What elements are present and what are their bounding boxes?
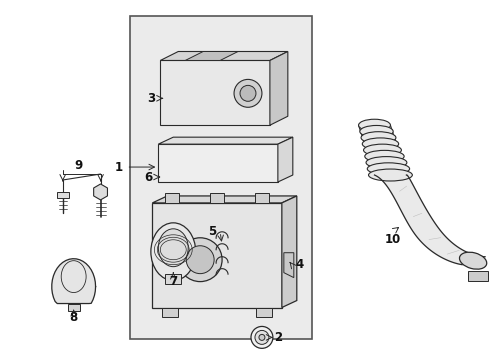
Bar (130, 15, 312, 339)
Circle shape (234, 80, 262, 107)
Polygon shape (158, 144, 278, 182)
Text: 2: 2 (274, 331, 282, 344)
Circle shape (259, 334, 265, 340)
Circle shape (186, 246, 214, 274)
Ellipse shape (359, 119, 391, 131)
Ellipse shape (366, 157, 407, 168)
Text: 3: 3 (147, 92, 155, 105)
Ellipse shape (365, 150, 404, 162)
Polygon shape (94, 184, 107, 200)
Ellipse shape (368, 163, 410, 175)
Ellipse shape (360, 126, 393, 138)
Text: 5: 5 (208, 225, 216, 238)
Bar (256, 307, 272, 318)
Circle shape (240, 85, 256, 101)
Ellipse shape (361, 132, 396, 144)
Bar (162, 307, 178, 318)
Bar (255, 193, 269, 203)
Text: 8: 8 (70, 311, 78, 324)
Bar (68, 303, 80, 311)
Circle shape (251, 327, 273, 348)
Ellipse shape (368, 169, 413, 181)
Text: 9: 9 (74, 158, 83, 172)
Polygon shape (52, 259, 96, 303)
Polygon shape (152, 196, 297, 203)
Text: 6: 6 (144, 171, 152, 184)
Polygon shape (160, 51, 288, 60)
Bar (165, 274, 181, 284)
Polygon shape (152, 203, 282, 307)
Bar (210, 193, 224, 203)
Text: 7: 7 (169, 275, 177, 288)
Ellipse shape (158, 229, 188, 267)
Polygon shape (185, 51, 238, 60)
Polygon shape (160, 60, 270, 125)
Text: 4: 4 (295, 258, 304, 271)
Polygon shape (158, 137, 293, 144)
Ellipse shape (362, 138, 399, 150)
Ellipse shape (364, 144, 401, 156)
Text: 10: 10 (384, 233, 400, 246)
Ellipse shape (151, 223, 196, 280)
Circle shape (178, 238, 222, 282)
Polygon shape (284, 253, 294, 278)
Bar (165, 193, 179, 203)
Polygon shape (278, 137, 293, 182)
Bar (57, 192, 69, 198)
Bar (468, 271, 488, 280)
Polygon shape (270, 51, 288, 125)
Text: 1: 1 (115, 161, 122, 174)
Ellipse shape (460, 252, 487, 269)
Circle shape (255, 330, 269, 345)
Polygon shape (374, 175, 485, 265)
Polygon shape (282, 196, 297, 307)
